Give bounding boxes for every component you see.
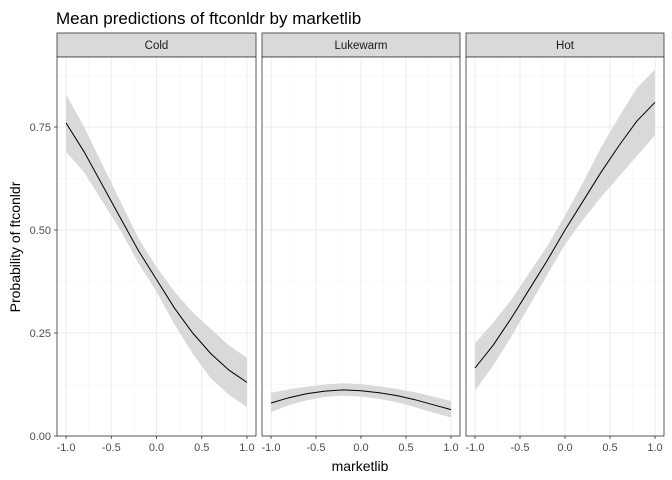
x-tick-label: -0.5 [511, 442, 530, 454]
x-tick-label: -0.5 [307, 442, 326, 454]
strip-label-cold: Cold [145, 40, 169, 52]
strip-label-hot: Hot [556, 40, 575, 52]
facet-panels: Cold -1.0 -0.5 0.0 0.5 1.0 Lukewarm -1.0 -0.5 0.0… [30, 32, 665, 454]
x-tick-label: -1.0 [262, 442, 281, 454]
mean-line-cold [65, 122, 248, 383]
x-axis-title: marketlib [332, 458, 389, 474]
x-tick-label: 1.0 [239, 442, 254, 454]
y-tick-label: 0.00 [30, 431, 51, 443]
x-tick-label: 0.0 [149, 442, 164, 454]
strip-label-lukewarm: Lukewarm [334, 40, 387, 52]
x-tick-label: -0.5 [102, 442, 121, 454]
x-tick-label: 0.5 [194, 442, 209, 454]
chart-title: Mean predictions of ftconldr by marketli… [56, 9, 361, 28]
strip-hot [465, 32, 665, 58]
y-axis-title: Probability of ftconldr [7, 181, 23, 312]
mean-line-lukewarm [270, 389, 452, 411]
panel-cold: Cold -1.0 -0.5 0.0 0.5 1.0 [56, 32, 257, 454]
x-tick-label: -1.0 [57, 442, 76, 454]
x-tick-label: -1.0 [466, 442, 485, 454]
confidence-ribbon-cold [66, 94, 247, 408]
x-tick-label: 1.0 [647, 442, 662, 454]
y-tick-label: 0.50 [30, 225, 51, 237]
x-tick-label: 0.0 [557, 442, 572, 454]
strip-lukewarm [261, 32, 461, 58]
y-tick-label: 0.75 [30, 122, 51, 134]
x-tick-label: 1.0 [443, 442, 458, 454]
y-tick-label: 0.25 [30, 328, 51, 340]
mean-line-hot [474, 101, 656, 369]
strip-cold [56, 32, 257, 58]
panel-hot: Hot -1.0 -0.5 0.0 0.5 1.0 [465, 32, 665, 454]
x-tick-label: 0.5 [602, 442, 617, 454]
x-tick-label: 0.5 [398, 442, 413, 454]
panel-lukewarm: Lukewarm -1.0 -0.5 0.0 0.5 1.0 [261, 32, 461, 454]
x-tick-label: 0.0 [353, 442, 368, 454]
